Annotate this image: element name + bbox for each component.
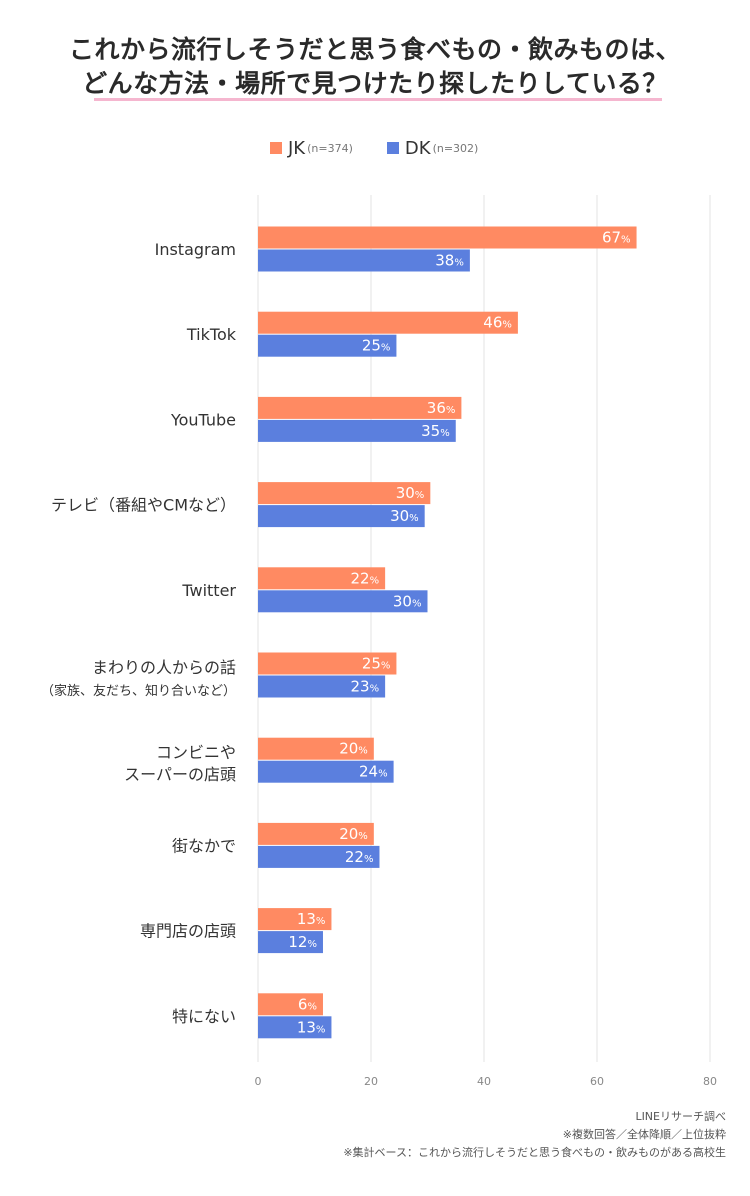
jk-value-label: 36% [427, 399, 456, 417]
legend-swatch-dk [386, 142, 399, 154]
dk-bar [258, 675, 386, 698]
jk-value-label: 25% [362, 655, 391, 673]
dk-bar [258, 249, 470, 272]
jk-bar [258, 226, 637, 249]
category-label: Twitter [181, 581, 236, 600]
dk-bar [258, 334, 397, 357]
x-tick-label-60: 60 [590, 1075, 604, 1088]
legend-label-dk: DK [404, 137, 431, 159]
legend-item-jk: JK (n=374) [270, 138, 353, 159]
dk-bar [258, 845, 380, 868]
dk-value-label: 23% [351, 678, 380, 696]
footnotes: LINEリサーチ調べ ※複数回答／全体降順／上位抜粋 ※集計ベース：これから流行… [343, 1108, 726, 1162]
jk-bar [258, 737, 374, 760]
jk-value-label: 46% [483, 314, 512, 332]
x-tick-label-0: 0 [255, 1075, 262, 1088]
dk-bar [258, 505, 425, 528]
jk-bar [258, 993, 323, 1016]
dk-value-label: 38% [435, 252, 464, 270]
category-label: 街なかで [172, 836, 236, 855]
category-label: Instagram [155, 240, 236, 259]
dk-value-label: 22% [345, 848, 374, 866]
jk-value-label: 6% [298, 995, 317, 1013]
jk-bar [258, 822, 374, 845]
jk-bar [258, 311, 518, 334]
category-label: 特にない [172, 1007, 236, 1026]
jk-bar [258, 908, 332, 931]
category-label: 専門店の店頭 [140, 922, 236, 941]
jk-value-label: 30% [396, 484, 425, 502]
jk-value-label: 13% [297, 910, 326, 928]
legend-item-dk: DK (n=302) [386, 137, 479, 159]
legend-n-jk: (n=374) [307, 141, 353, 155]
dk-value-label: 35% [421, 422, 450, 440]
chart-title-line-2: どんな方法・場所で見つけたり探したりしている？ [82, 69, 668, 98]
jk-bar [258, 482, 431, 505]
x-tick-label-20: 20 [364, 1075, 378, 1088]
dk-value-label: 13% [297, 1018, 326, 1036]
dk-bar [258, 1016, 332, 1039]
footnote-method: ※複数回答／全体降順／上位抜粋 [562, 1128, 726, 1141]
dk-bar [258, 590, 428, 613]
legend: JK (n=374) DK (n=302) [270, 137, 512, 159]
dk-value-label: 30% [393, 592, 422, 610]
jk-value-label: 20% [339, 825, 368, 843]
dk-value-label: 25% [362, 337, 391, 355]
bar-chart: 0 20 40 60 80 Instagram 67% 38% TikTok 46% 25% YouT… [41, 195, 717, 1088]
dk-value-label: 24% [359, 763, 388, 781]
footnote-source: LINEリサーチ調べ [635, 1110, 726, 1123]
jk-bar [258, 652, 397, 675]
category-label: YouTube [170, 410, 236, 429]
x-tick-label-40: 40 [477, 1075, 491, 1088]
chart-title-line-1: これから流行しそうだと思う食べもの・飲みものは、 [68, 35, 681, 64]
category-label-line-1: コンビニや [156, 743, 236, 762]
category-label: TikTok [186, 325, 237, 344]
legend-swatch-jk [270, 142, 282, 154]
dk-value-label: 30% [390, 507, 419, 525]
category-label-line-2: スーパーの店頭 [124, 765, 236, 784]
x-tick-label-80: 80 [703, 1075, 717, 1088]
category-label-line-2: （家族、友だち、知り合いなど） [41, 683, 236, 699]
dk-bar [258, 760, 394, 783]
jk-value-label: 22% [351, 569, 380, 587]
legend-label-jk: JK [288, 137, 306, 159]
jk-value-label: 67% [602, 229, 631, 247]
title-underline [94, 98, 662, 101]
legend-n-dk: (n=302) [432, 141, 479, 155]
dk-value-label: 12% [288, 933, 317, 951]
dk-bar [258, 419, 456, 442]
dk-bar [258, 931, 323, 954]
category-label-line-1: まわりの人からの話 [92, 658, 236, 677]
footnote-base: ※集計ベース：これから流行しそうだと思う食べもの・飲みものがある高校生 [343, 1146, 726, 1159]
jk-bar [258, 567, 386, 590]
jk-value-label: 20% [339, 740, 368, 758]
category-label: テレビ（番組やCMなど） [51, 496, 236, 515]
jk-bar [258, 396, 462, 419]
